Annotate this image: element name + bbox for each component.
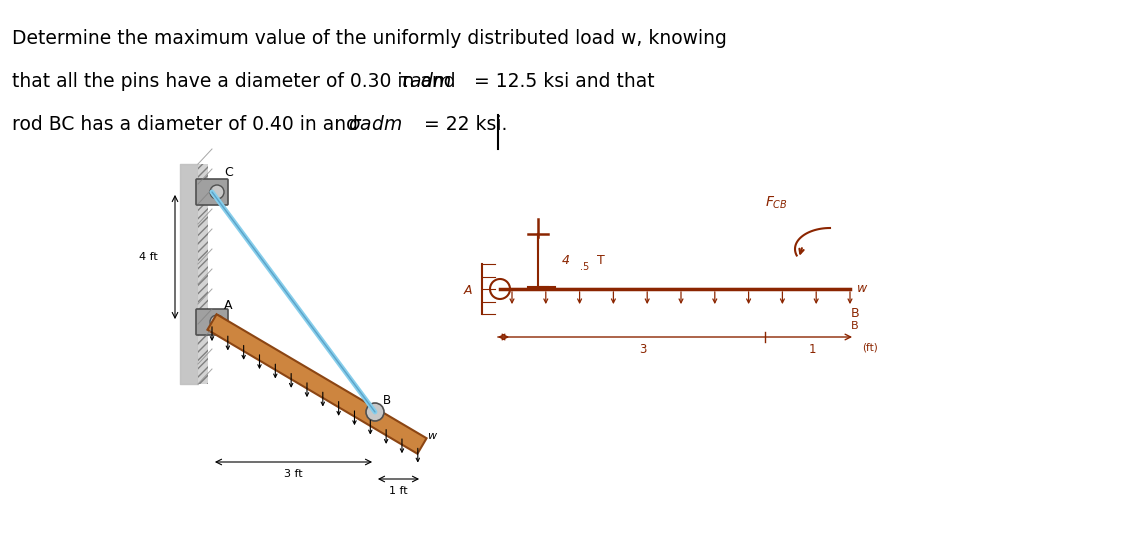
- Text: that all the pins have a diameter of 0.30 in and: that all the pins have a diameter of 0.3…: [11, 72, 461, 91]
- Text: A: A: [224, 299, 233, 312]
- Text: 4 ft: 4 ft: [139, 252, 158, 262]
- Text: w: w: [858, 281, 867, 294]
- Text: (ft): (ft): [862, 343, 878, 353]
- Circle shape: [210, 185, 224, 199]
- Text: .5: .5: [580, 262, 589, 272]
- Text: 1 ft: 1 ft: [389, 486, 408, 496]
- FancyBboxPatch shape: [196, 179, 228, 205]
- Text: $\sigma$adm: $\sigma$adm: [348, 115, 402, 134]
- Text: 4: 4: [563, 255, 571, 268]
- Text: B: B: [851, 321, 859, 331]
- Text: C: C: [224, 166, 233, 179]
- Text: B: B: [383, 394, 391, 407]
- Text: A: A: [464, 285, 472, 297]
- Text: 1: 1: [809, 343, 816, 356]
- Text: 3 ft: 3 ft: [285, 469, 303, 479]
- Text: Determine the maximum value of the uniformly distributed load w, knowing: Determine the maximum value of the unifo…: [11, 29, 727, 48]
- Text: w: w: [427, 431, 436, 441]
- Text: = 12.5 ksi and that: = 12.5 ksi and that: [468, 72, 654, 91]
- Text: = 22 ksi.: = 22 ksi.: [418, 115, 507, 134]
- Polygon shape: [208, 314, 427, 454]
- Text: 3: 3: [639, 343, 646, 356]
- Text: rod BC has a diameter of 0.40 in and: rod BC has a diameter of 0.40 in and: [11, 115, 364, 134]
- Text: $F_{CB}$: $F_{CB}$: [765, 194, 788, 211]
- FancyBboxPatch shape: [196, 309, 228, 335]
- Circle shape: [210, 315, 224, 329]
- Text: $\tau$adm: $\tau$adm: [398, 72, 451, 91]
- Circle shape: [366, 403, 383, 421]
- Text: B: B: [851, 307, 860, 320]
- Text: T: T: [597, 255, 605, 268]
